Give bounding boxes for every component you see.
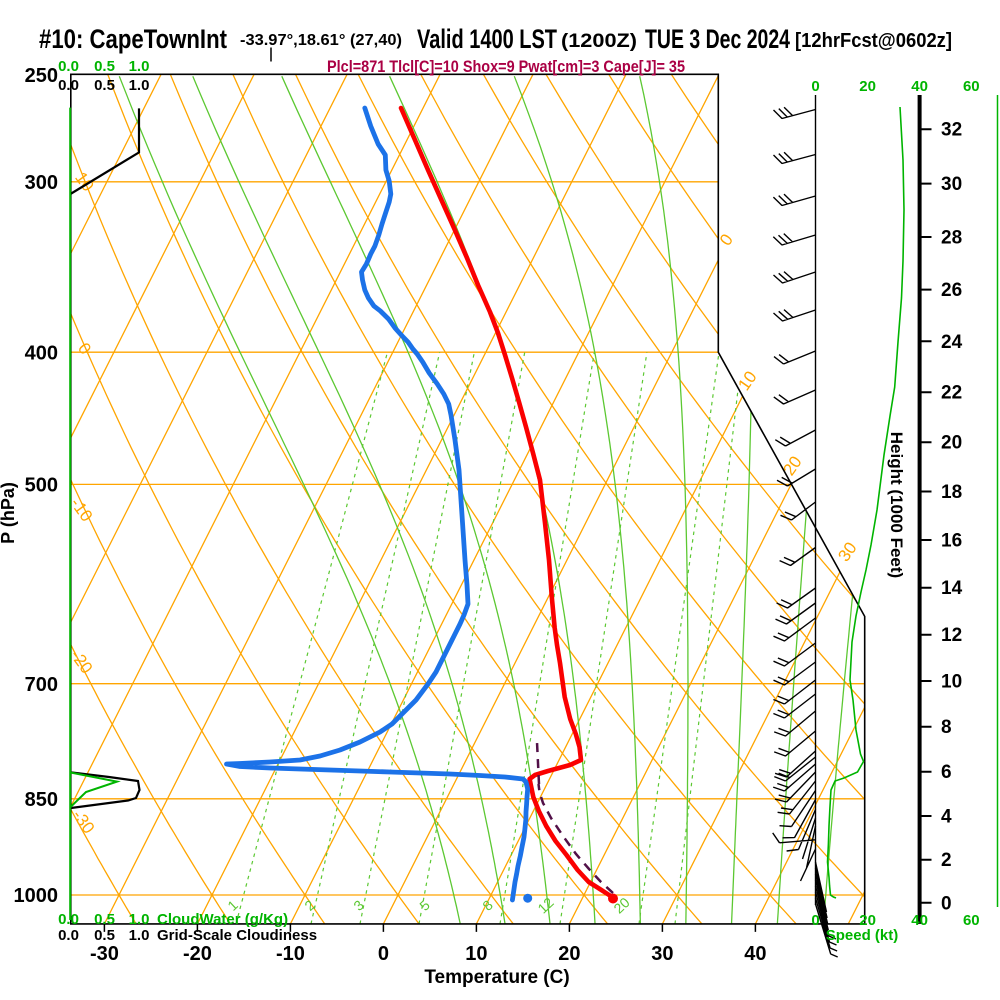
svg-text:6: 6 [941, 762, 952, 783]
svg-text:14: 14 [941, 578, 963, 599]
svg-text:Plcl=871 Tlcl[C]=10 Shox=9 Pwa: Plcl=871 Tlcl[C]=10 Shox=9 Pwat[cm]=3 Ca… [327, 58, 685, 76]
svg-text:16: 16 [941, 531, 962, 552]
svg-text:10: 10 [941, 672, 962, 693]
svg-text:8: 8 [941, 717, 952, 738]
svg-text:Speed (kt): Speed (kt) [826, 927, 899, 944]
svg-text:40: 40 [911, 78, 928, 95]
svg-text:-10: -10 [276, 943, 305, 965]
svg-text:1.0: 1.0 [129, 911, 150, 928]
svg-text:Valid 1400 LST: Valid 1400 LST [417, 24, 557, 54]
svg-text:20: 20 [941, 433, 962, 454]
svg-text:700: 700 [25, 674, 58, 696]
svg-text:400: 400 [25, 343, 58, 365]
svg-text:0.5: 0.5 [94, 77, 115, 94]
svg-text:0.5: 0.5 [94, 911, 115, 928]
svg-text:0: 0 [941, 893, 952, 914]
svg-text:1.0: 1.0 [129, 58, 150, 75]
svg-text:30: 30 [941, 174, 962, 195]
svg-text:28: 28 [941, 228, 962, 249]
svg-text:20: 20 [859, 78, 876, 95]
svg-text:0.0: 0.0 [58, 927, 79, 944]
svg-text:0: 0 [378, 943, 389, 965]
svg-text:-20: -20 [183, 943, 212, 965]
svg-text:Temperature (C): Temperature (C) [424, 967, 569, 988]
svg-text:300: 300 [25, 172, 58, 194]
svg-text:0: 0 [811, 912, 819, 929]
svg-text:12: 12 [941, 625, 962, 646]
svg-text:24: 24 [941, 332, 963, 353]
svg-text:40: 40 [911, 912, 928, 929]
svg-text:-33.97°,18.61° (27,40): -33.97°,18.61° (27,40) [240, 32, 402, 49]
svg-text:TUE 3 Dec 2024: TUE 3 Dec 2024 [645, 24, 790, 54]
svg-text:Height (1000 Feet): Height (1000 Feet) [887, 432, 906, 578]
svg-text:60: 60 [963, 912, 980, 929]
svg-text:18: 18 [941, 482, 962, 503]
svg-text:500: 500 [25, 475, 58, 497]
svg-text:-30: -30 [90, 943, 119, 965]
svg-text:30: 30 [651, 943, 673, 965]
svg-text:1.0: 1.0 [129, 77, 150, 94]
svg-text:[12hrFcst@0602z]: [12hrFcst@0602z] [795, 30, 952, 52]
svg-text:2: 2 [941, 850, 952, 871]
svg-text:#10: CapeTownInt: #10: CapeTownInt [39, 24, 227, 54]
svg-text:40: 40 [744, 943, 766, 965]
svg-text:0.0: 0.0 [58, 911, 79, 928]
svg-text:0.0: 0.0 [58, 58, 79, 75]
svg-text:60: 60 [963, 78, 980, 95]
svg-text:32: 32 [941, 120, 962, 141]
svg-text:20: 20 [558, 943, 580, 965]
svg-text:0.0: 0.0 [58, 77, 79, 94]
svg-text:Grid-Scale Cloudiness: Grid-Scale Cloudiness [157, 927, 317, 944]
svg-text:26: 26 [941, 280, 962, 301]
svg-text:10: 10 [465, 943, 487, 965]
svg-text:22: 22 [941, 383, 962, 404]
svg-text:250: 250 [25, 65, 58, 87]
svg-text:20: 20 [859, 912, 876, 929]
svg-text:(1200Z): (1200Z) [561, 31, 637, 52]
svg-text:0.5: 0.5 [94, 927, 115, 944]
svg-text:P (hPa): P (hPa) [0, 482, 18, 544]
svg-text:850: 850 [25, 789, 58, 811]
svg-text:CloudWater (g/Kg): CloudWater (g/Kg) [157, 911, 288, 928]
svg-text:1000: 1000 [14, 885, 59, 907]
svg-text:0: 0 [811, 78, 819, 95]
svg-text:0.5: 0.5 [94, 58, 115, 75]
svg-text:1.0: 1.0 [129, 927, 150, 944]
svg-text:4: 4 [941, 807, 952, 828]
